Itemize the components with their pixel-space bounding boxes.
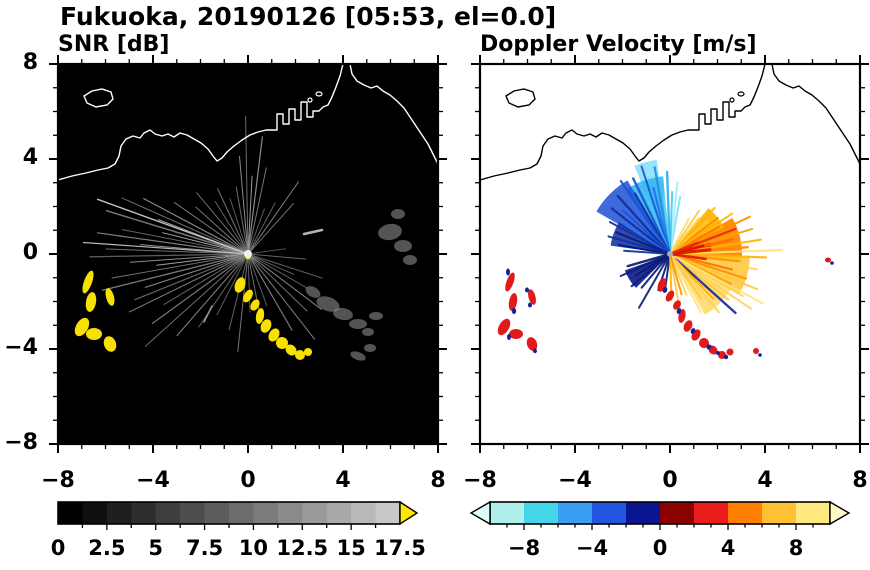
snr-colorbar-label: 0 xyxy=(50,536,66,560)
x-tick-label: 4 xyxy=(335,468,351,493)
x-tick-label: −4 xyxy=(558,468,592,493)
x-tick-label: −8 xyxy=(41,468,75,493)
snr-radar-plot xyxy=(49,55,447,453)
doppler-colorbar-label: −8 xyxy=(507,536,541,560)
doppler-colorbar xyxy=(469,500,851,530)
snr-colorbar-label: 5 xyxy=(148,536,164,560)
snr-colorbar-label: 17.5 xyxy=(374,536,426,560)
y-tick-label: 8 xyxy=(22,50,38,75)
snr-colorbar-label: 2.5 xyxy=(88,536,126,560)
x-tick-label: −4 xyxy=(136,468,170,493)
x-tick-label: 4 xyxy=(757,468,773,493)
snr-colorbar-label: 15 xyxy=(336,536,366,560)
snr-colorbar-label: 7.5 xyxy=(185,536,224,560)
x-tick-label: 0 xyxy=(240,468,256,493)
snr-panel-title: SNR [dB] xyxy=(58,32,170,57)
doppler-colorbar-label: 0 xyxy=(652,536,668,560)
doppler-panel-title: Doppler Velocity [m/s] xyxy=(480,32,757,57)
x-tick-label: 8 xyxy=(852,468,868,493)
doppler-colorbar-label: 8 xyxy=(788,536,804,560)
y-tick-label: 4 xyxy=(22,145,38,170)
y-tick-label: 0 xyxy=(22,240,38,265)
doppler-radar-plot xyxy=(471,55,869,453)
doppler-colorbar-label: −4 xyxy=(575,536,609,560)
page-title: Fukuoka, 20190126 [05:53, el=0.0] xyxy=(60,2,557,31)
doppler-colorbar-label: 4 xyxy=(720,536,736,560)
x-tick-label: −8 xyxy=(463,468,497,493)
x-tick-label: 0 xyxy=(662,468,678,493)
y-tick-label: −8 xyxy=(4,430,38,455)
x-tick-label: 8 xyxy=(430,468,446,493)
snr-colorbar-label: 10 xyxy=(238,536,269,560)
snr-colorbar xyxy=(57,500,419,530)
snr-colorbar-label: 12.5 xyxy=(276,536,329,560)
y-tick-label: −4 xyxy=(4,335,38,360)
